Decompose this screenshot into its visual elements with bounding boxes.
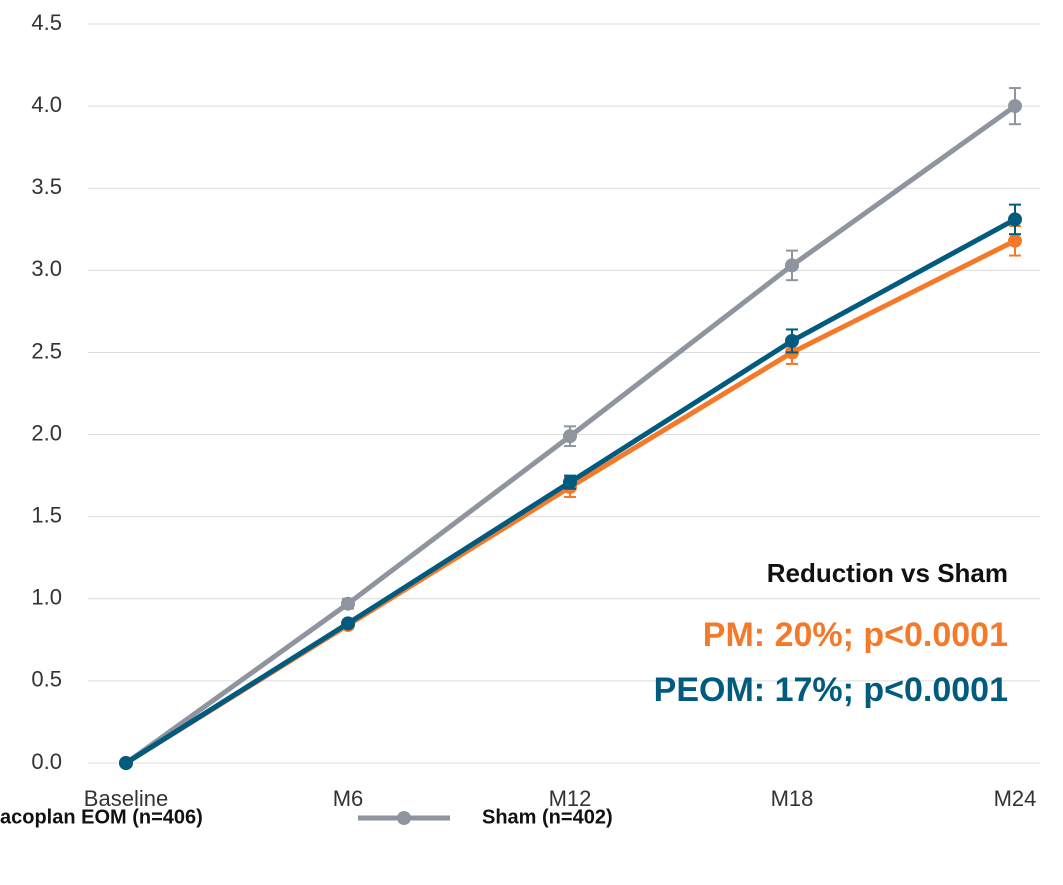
data-point — [785, 258, 799, 273]
x-tick-label: M24 — [994, 786, 1037, 811]
data-point — [119, 756, 133, 770]
y-tick-label: 4.5 — [31, 10, 62, 35]
data-point — [341, 596, 355, 611]
x-tick-label: Baseline — [84, 786, 168, 811]
data-point — [563, 475, 577, 490]
x-tick-label: M6 — [333, 786, 364, 811]
data-point — [1008, 99, 1022, 114]
data-point — [341, 616, 355, 631]
data-point — [1008, 233, 1022, 248]
data-point — [563, 429, 577, 444]
x-tick-label: M12 — [549, 786, 592, 811]
y-tick-label: 3.5 — [31, 174, 62, 199]
y-tick-label: 1.0 — [31, 585, 62, 610]
y-tick-label: 2.0 — [31, 420, 62, 445]
y-tick-label: 2.5 — [31, 338, 62, 363]
y-tick-label: 0.0 — [31, 749, 62, 774]
y-tick-label: 3.0 — [31, 256, 62, 281]
data-point — [785, 333, 799, 348]
annotation: PEOM: 17%; p<0.0001 — [654, 671, 1008, 709]
data-point — [1008, 212, 1022, 227]
annotation: Reduction vs Sham — [767, 558, 1008, 588]
legend-label: Sham (n=402) — [482, 806, 613, 828]
annotation: PM: 20%; p<0.0001 — [703, 616, 1008, 654]
y-tick-label: 0.5 — [31, 667, 62, 692]
legend-marker — [397, 811, 411, 825]
x-tick-label: M18 — [771, 786, 814, 811]
y-tick-label: 1.5 — [31, 502, 62, 527]
y-tick-label: 4.0 — [31, 92, 62, 117]
legend-label: acoplan EOM (n=406) — [0, 806, 203, 828]
